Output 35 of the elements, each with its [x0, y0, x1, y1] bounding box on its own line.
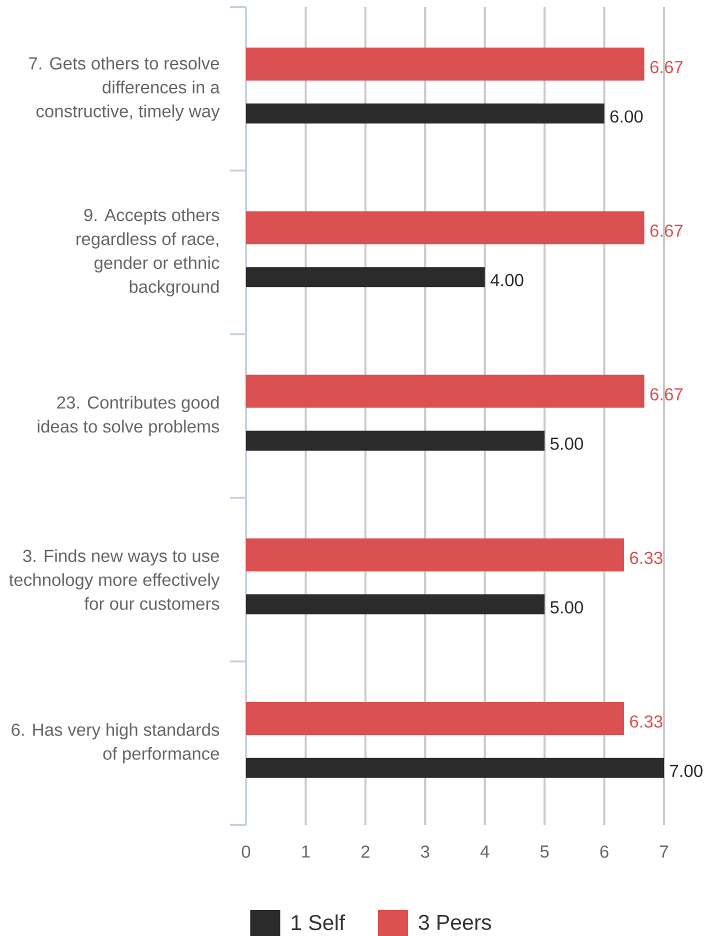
bar — [246, 430, 545, 451]
x-tick-label: 5 — [540, 846, 549, 858]
bar — [246, 594, 545, 614]
bar — [246, 211, 644, 244]
y-tick-label: 3. Finds new ways to use technology more effectively for our customers — [9, 549, 220, 610]
x-tick-label: 6 — [600, 846, 608, 858]
y-tick-label: 9. Accepts others regardless of race, gender or ethnic background — [76, 208, 220, 296]
x-tick-label: 7 — [660, 846, 668, 858]
x-tick-label: 1 — [302, 846, 310, 858]
data-label: 6.33 — [630, 715, 662, 728]
data-label: 4.00 — [490, 274, 524, 286]
bar — [246, 103, 604, 124]
data-label: 6.67 — [650, 388, 683, 400]
bar — [246, 758, 664, 778]
legend-label: 3 Peers — [418, 914, 491, 930]
data-label: 6.33 — [630, 552, 662, 564]
y-tick-label: 23. Contributes good ideas to solve problems — [38, 396, 220, 436]
bar — [246, 48, 644, 81]
x-tick-label: 4 — [480, 846, 490, 858]
x-tick-label: 2 — [361, 846, 370, 858]
bar — [246, 374, 644, 408]
data-label: 6.00 — [610, 110, 643, 123]
y-tick-label: 6. Has very high standards of performance — [12, 723, 220, 764]
y-tick-label: 7. Gets others to resolve differences in a constructive, timely way — [29, 56, 220, 121]
bar — [246, 267, 485, 288]
x-tick-label: 0 — [242, 846, 250, 858]
data-label: 5.00 — [550, 601, 584, 614]
x-tick-label: 3 — [420, 846, 430, 858]
legend-label: 1 Self — [292, 914, 345, 930]
data-label: 6.67 — [650, 60, 683, 74]
bar — [246, 702, 624, 735]
data-label: 5.00 — [550, 438, 584, 450]
data-label: 6.67 — [650, 224, 683, 237]
data-label: 7.00 — [670, 764, 702, 778]
bar — [246, 538, 624, 572]
